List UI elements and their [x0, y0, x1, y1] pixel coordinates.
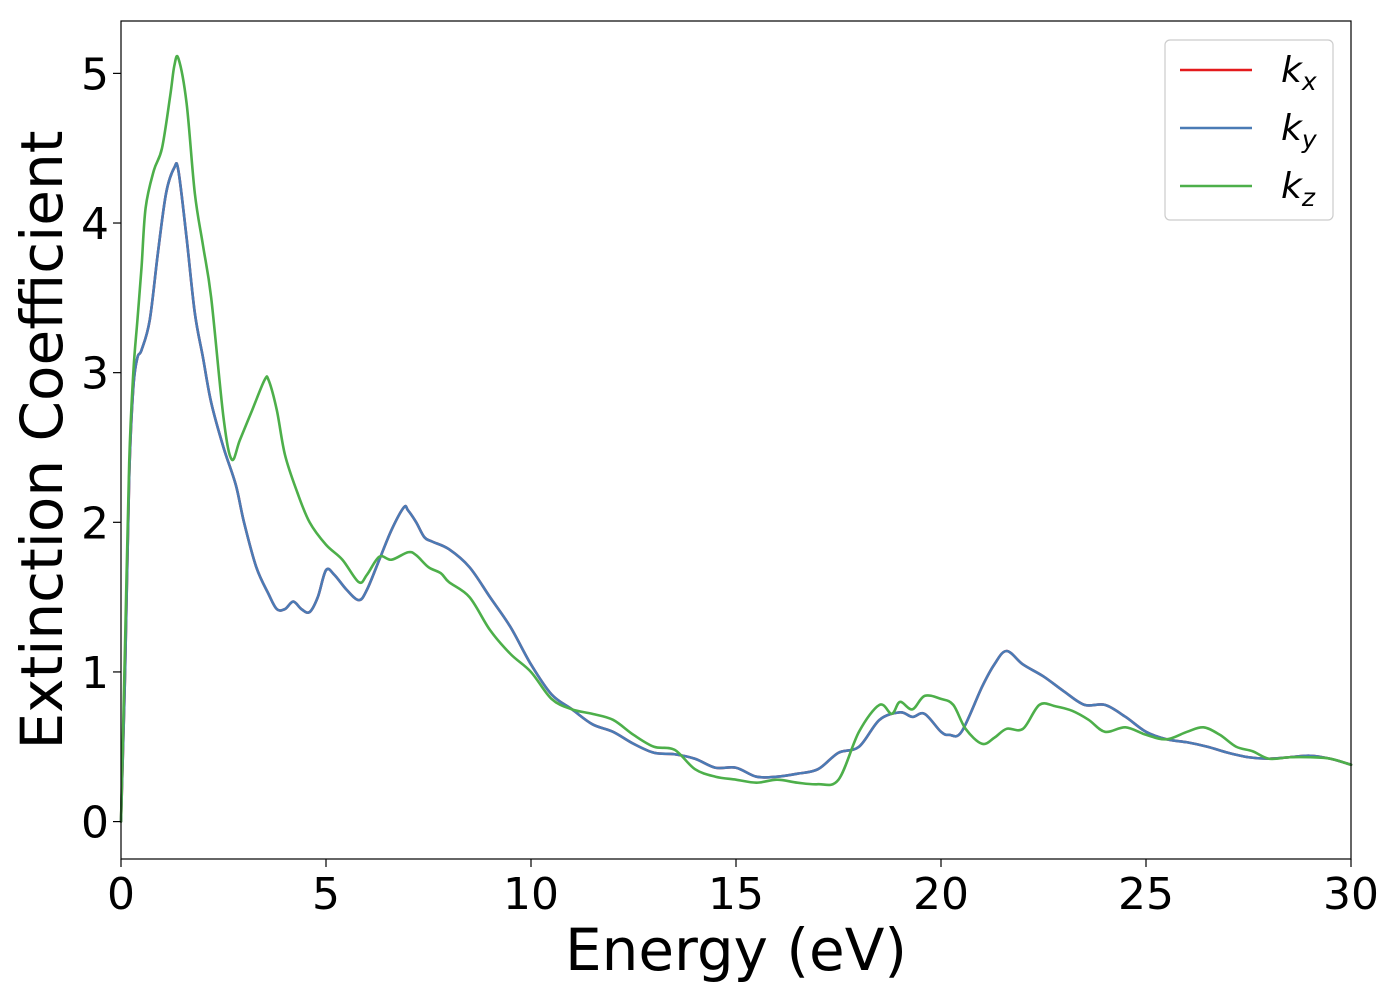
legend-label-z: kz — [1281, 166, 1316, 212]
x-axis-ticks: 0 5 10 15 20 25 30 — [107, 859, 1379, 920]
y-tick-label: 2 — [81, 498, 109, 549]
y-tick-label: 0 — [81, 798, 109, 849]
x-tick-label: 10 — [503, 869, 559, 920]
legend-box — [1164, 39, 1334, 221]
series-line-z — [119, 54, 1353, 823]
legend: kx ky kz — [1164, 39, 1334, 221]
x-axis-label: Energy (eV) — [565, 916, 907, 984]
series-line-x — [119, 162, 1353, 823]
y-tick-label: 3 — [81, 349, 109, 400]
y-tick-label: 5 — [81, 49, 109, 100]
y-tick-label: 1 — [81, 648, 109, 699]
y-axis-label: Extinction Coefficient — [8, 131, 76, 750]
x-tick-label: 5 — [312, 869, 340, 920]
x-tick-label: 20 — [913, 869, 969, 920]
series-layer — [119, 54, 1353, 823]
legend-label-y: ky — [1281, 108, 1318, 154]
x-tick-label: 0 — [107, 869, 135, 920]
legend-label-x: kx — [1281, 50, 1317, 96]
y-axis-ticks: 0 1 2 3 4 5 — [81, 49, 121, 849]
x-tick-label: 15 — [708, 869, 764, 920]
x-tick-label: 30 — [1323, 869, 1379, 920]
x-tick-label: 25 — [1118, 869, 1174, 920]
y-tick-label: 4 — [81, 199, 109, 250]
series-line-y — [119, 162, 1353, 823]
